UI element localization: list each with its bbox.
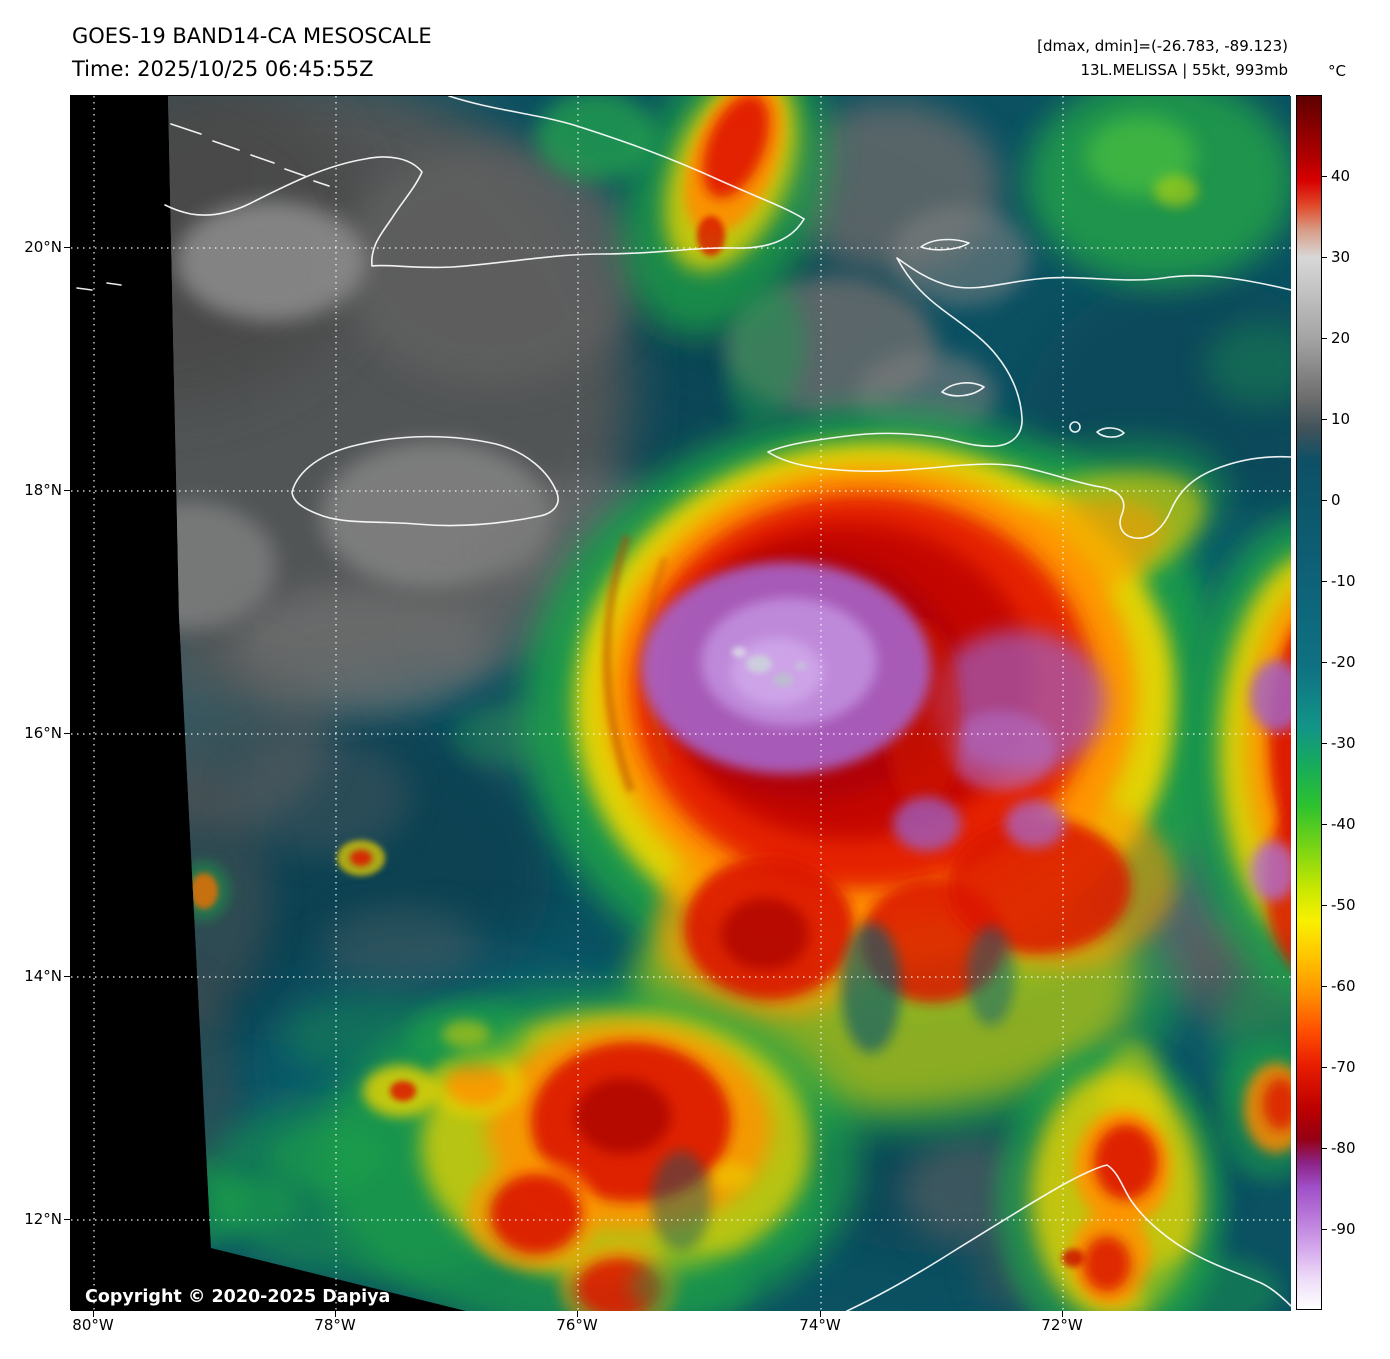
- cay-islands: [170, 123, 330, 187]
- imagery-layers: [168, 96, 1291, 1311]
- tick-mark: [1322, 500, 1327, 501]
- colorbar-tick-label: -40: [1331, 815, 1356, 833]
- tick-mark: [1322, 1148, 1327, 1149]
- figure-time: Time: 2025/10/25 06:45:55Z: [72, 57, 374, 81]
- colorbar-tick-label: 30: [1331, 248, 1351, 266]
- title-block: GOES-19 BAND14-CA MESOSCALE Time: 2025/1…: [72, 20, 432, 86]
- lon-tick-label: 78°W: [314, 1316, 356, 1334]
- tick-mark: [1322, 419, 1327, 420]
- tick-mark: [1322, 176, 1327, 177]
- tortuga-island: [920, 238, 970, 251]
- lon-tick-label: 74°W: [799, 1316, 841, 1334]
- colorbar-tick-label: 10: [1331, 410, 1351, 428]
- tick-mark: [1322, 743, 1327, 744]
- coastline-hispaniola: [767, 257, 1291, 539]
- tick-mark: [1322, 581, 1327, 582]
- info-block: [dmax, dmin]=(-26.783, -89.123) 13L.MELI…: [1037, 34, 1288, 82]
- tick-mark: [64, 976, 70, 977]
- colorbar-gradient: [1297, 96, 1321, 1309]
- lon-tick-label: 80°W: [72, 1316, 114, 1334]
- tick-mark: [1322, 905, 1327, 906]
- lat-tick-label: 20°N: [24, 238, 62, 256]
- coastlines: [76, 96, 1291, 1311]
- tick-mark: [577, 1311, 578, 1317]
- coastline-south-america: [846, 1164, 1291, 1311]
- northern-convection-layer: [536, 96, 1291, 425]
- tick-mark: [64, 733, 70, 734]
- lat-tick-label: 18°N: [24, 481, 62, 499]
- tick-mark: [1322, 1229, 1327, 1230]
- tick-mark: [64, 1219, 70, 1220]
- cayman-islands: [76, 282, 122, 291]
- range-readout: [dmax, dmin]=(-26.783, -89.123): [1037, 37, 1288, 55]
- colorbar-tick-label: 40: [1331, 167, 1351, 185]
- tick-mark: [1322, 1067, 1327, 1068]
- tick-mark: [820, 1311, 821, 1317]
- satellite-image: Copyright © 2020-2025 Dapiya: [71, 96, 1291, 1311]
- coastline-cuba-south: [164, 156, 805, 269]
- tick-mark: [1322, 257, 1327, 258]
- colorbar-tick-label: 0: [1331, 491, 1341, 509]
- lake-enriquillo: [1096, 427, 1125, 438]
- lat-tick-label: 16°N: [24, 724, 62, 742]
- colorbar-tick-label: -30: [1331, 734, 1356, 752]
- colorbar-unit: °C: [1328, 62, 1346, 80]
- coastline-jamaica: [291, 435, 559, 527]
- gonave-island: [941, 382, 985, 397]
- coastline-cuba-north: [448, 96, 805, 220]
- tick-mark: [1322, 662, 1327, 663]
- storm-readout: 13L.MELISSA | 55kt, 993mb: [1080, 61, 1288, 79]
- colorbar-tick-label: -50: [1331, 896, 1356, 914]
- lon-tick-label: 76°W: [556, 1316, 598, 1334]
- colorbar-tick-label: -80: [1331, 1139, 1356, 1157]
- tick-mark: [64, 247, 70, 248]
- colorbar-tick-label: 20: [1331, 329, 1351, 347]
- colorbar-tick-label: -70: [1331, 1058, 1356, 1076]
- tick-mark: [64, 490, 70, 491]
- tick-mark: [335, 1311, 336, 1317]
- copyright-text: Copyright © 2020-2025 Dapiya: [85, 1287, 390, 1307]
- colorbar-tick-label: -20: [1331, 653, 1356, 671]
- tick-mark: [1322, 986, 1327, 987]
- colorbar: [1296, 95, 1322, 1310]
- lat-tick-label: 14°N: [24, 967, 62, 985]
- southern-convection-layer: [168, 706, 1291, 1311]
- lat-tick-label: 12°N: [24, 1210, 62, 1228]
- tick-mark: [1322, 338, 1327, 339]
- colorbar-tick-label: -10: [1331, 572, 1356, 590]
- etang-saumatre: [1069, 421, 1081, 433]
- satellite-map: Copyright © 2020-2025 Dapiya: [70, 95, 1291, 1311]
- tick-mark: [1322, 824, 1327, 825]
- figure-title: GOES-19 BAND14-CA MESOSCALE: [72, 24, 432, 48]
- lon-tick-label: 72°W: [1041, 1316, 1083, 1334]
- colorbar-tick-label: -60: [1331, 977, 1356, 995]
- tick-mark: [1062, 1311, 1063, 1317]
- tick-mark: [93, 1311, 94, 1317]
- colorbar-tick-label: -90: [1331, 1220, 1356, 1238]
- graticule-gridlines: [71, 96, 1291, 1311]
